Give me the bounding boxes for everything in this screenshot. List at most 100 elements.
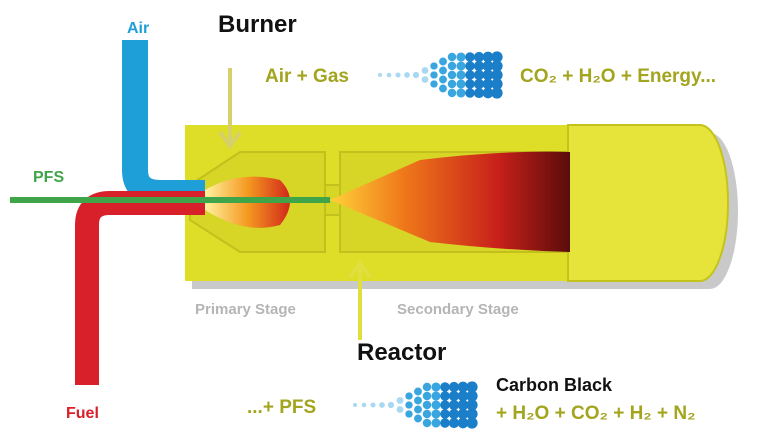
dot xyxy=(431,418,441,428)
combustion-products: CO₂ + H₂O + Energy... xyxy=(520,66,716,87)
dot xyxy=(396,406,404,413)
dot xyxy=(466,399,478,411)
dot xyxy=(414,414,422,423)
dot xyxy=(491,78,503,90)
secondary-flame xyxy=(330,151,570,252)
reactor-end xyxy=(567,124,729,282)
dot xyxy=(448,417,460,429)
dot xyxy=(473,60,485,72)
dot xyxy=(431,409,441,419)
dot xyxy=(447,79,457,89)
dot xyxy=(414,396,422,405)
dot xyxy=(448,381,460,393)
air-label: Air xyxy=(127,20,149,37)
dot xyxy=(447,88,457,98)
dot xyxy=(422,418,432,428)
dot xyxy=(421,67,429,74)
dot xyxy=(456,61,466,71)
dot xyxy=(465,61,475,71)
dot xyxy=(405,401,413,409)
dot xyxy=(430,71,438,79)
dots-top xyxy=(378,51,503,99)
dot xyxy=(457,417,469,429)
reactor-products: + H₂O + CO₂ + H₂ + N₂ xyxy=(496,403,696,424)
dot xyxy=(448,390,460,402)
dot xyxy=(430,80,438,88)
dot xyxy=(440,382,450,392)
dot xyxy=(482,69,494,81)
dot xyxy=(422,400,432,410)
dot xyxy=(456,70,466,80)
dot xyxy=(412,71,420,79)
dot xyxy=(405,392,413,400)
dot xyxy=(473,78,485,90)
dot xyxy=(457,399,469,411)
dot xyxy=(466,381,478,393)
dot xyxy=(466,417,478,429)
dot xyxy=(456,52,466,62)
dot xyxy=(465,88,475,98)
dot xyxy=(473,51,485,63)
dot xyxy=(465,70,475,80)
dot xyxy=(457,381,469,393)
dot xyxy=(448,399,460,411)
dot xyxy=(396,397,404,404)
dot xyxy=(404,72,410,78)
dot xyxy=(456,88,466,98)
dot xyxy=(421,76,429,83)
dot xyxy=(447,52,457,62)
pfs-label: PFS xyxy=(33,169,64,186)
dot xyxy=(422,382,432,392)
dot xyxy=(405,410,413,418)
burner-label: Burner xyxy=(218,11,297,38)
dot xyxy=(465,79,475,89)
dot xyxy=(473,87,485,99)
dot xyxy=(473,69,485,81)
burner-arrow xyxy=(218,68,242,150)
dot xyxy=(379,402,385,408)
dot xyxy=(361,402,367,408)
dot xyxy=(414,405,422,414)
carbon-black-label: Carbon Black xyxy=(496,375,613,395)
dot xyxy=(491,69,503,81)
dot xyxy=(430,62,438,70)
reactor-arrow xyxy=(348,259,372,340)
dot xyxy=(491,60,503,72)
dot xyxy=(431,391,441,401)
dot xyxy=(386,72,392,78)
dot xyxy=(387,401,395,409)
dot xyxy=(422,391,432,401)
air-gas-label: Air + Gas xyxy=(265,66,349,87)
primary-stage-label: Primary Stage xyxy=(195,301,296,318)
dot xyxy=(439,75,447,84)
dot xyxy=(440,391,450,401)
fuel-label: Fuel xyxy=(66,405,99,422)
dot xyxy=(440,409,450,419)
dot xyxy=(482,87,494,99)
fuel-pipe xyxy=(75,191,205,385)
dots-bottom xyxy=(353,381,478,429)
dot xyxy=(447,70,457,80)
dot xyxy=(440,418,450,428)
dot xyxy=(457,390,469,402)
dot xyxy=(448,408,460,420)
dot xyxy=(440,400,450,410)
dot xyxy=(439,57,447,66)
dot xyxy=(482,78,494,90)
dot xyxy=(439,84,447,93)
dot xyxy=(482,51,494,63)
dot xyxy=(457,408,469,420)
dot xyxy=(422,409,432,419)
plus-pfs-label: ...+ PFS xyxy=(247,397,316,418)
dot xyxy=(491,51,503,63)
dot xyxy=(466,390,478,402)
dot xyxy=(414,387,422,396)
dot xyxy=(378,73,382,77)
dot xyxy=(456,79,466,89)
dot xyxy=(447,61,457,71)
secondary-stage-label: Secondary Stage xyxy=(397,301,519,318)
dot xyxy=(465,52,475,62)
dot xyxy=(353,403,357,407)
dot xyxy=(439,66,447,75)
